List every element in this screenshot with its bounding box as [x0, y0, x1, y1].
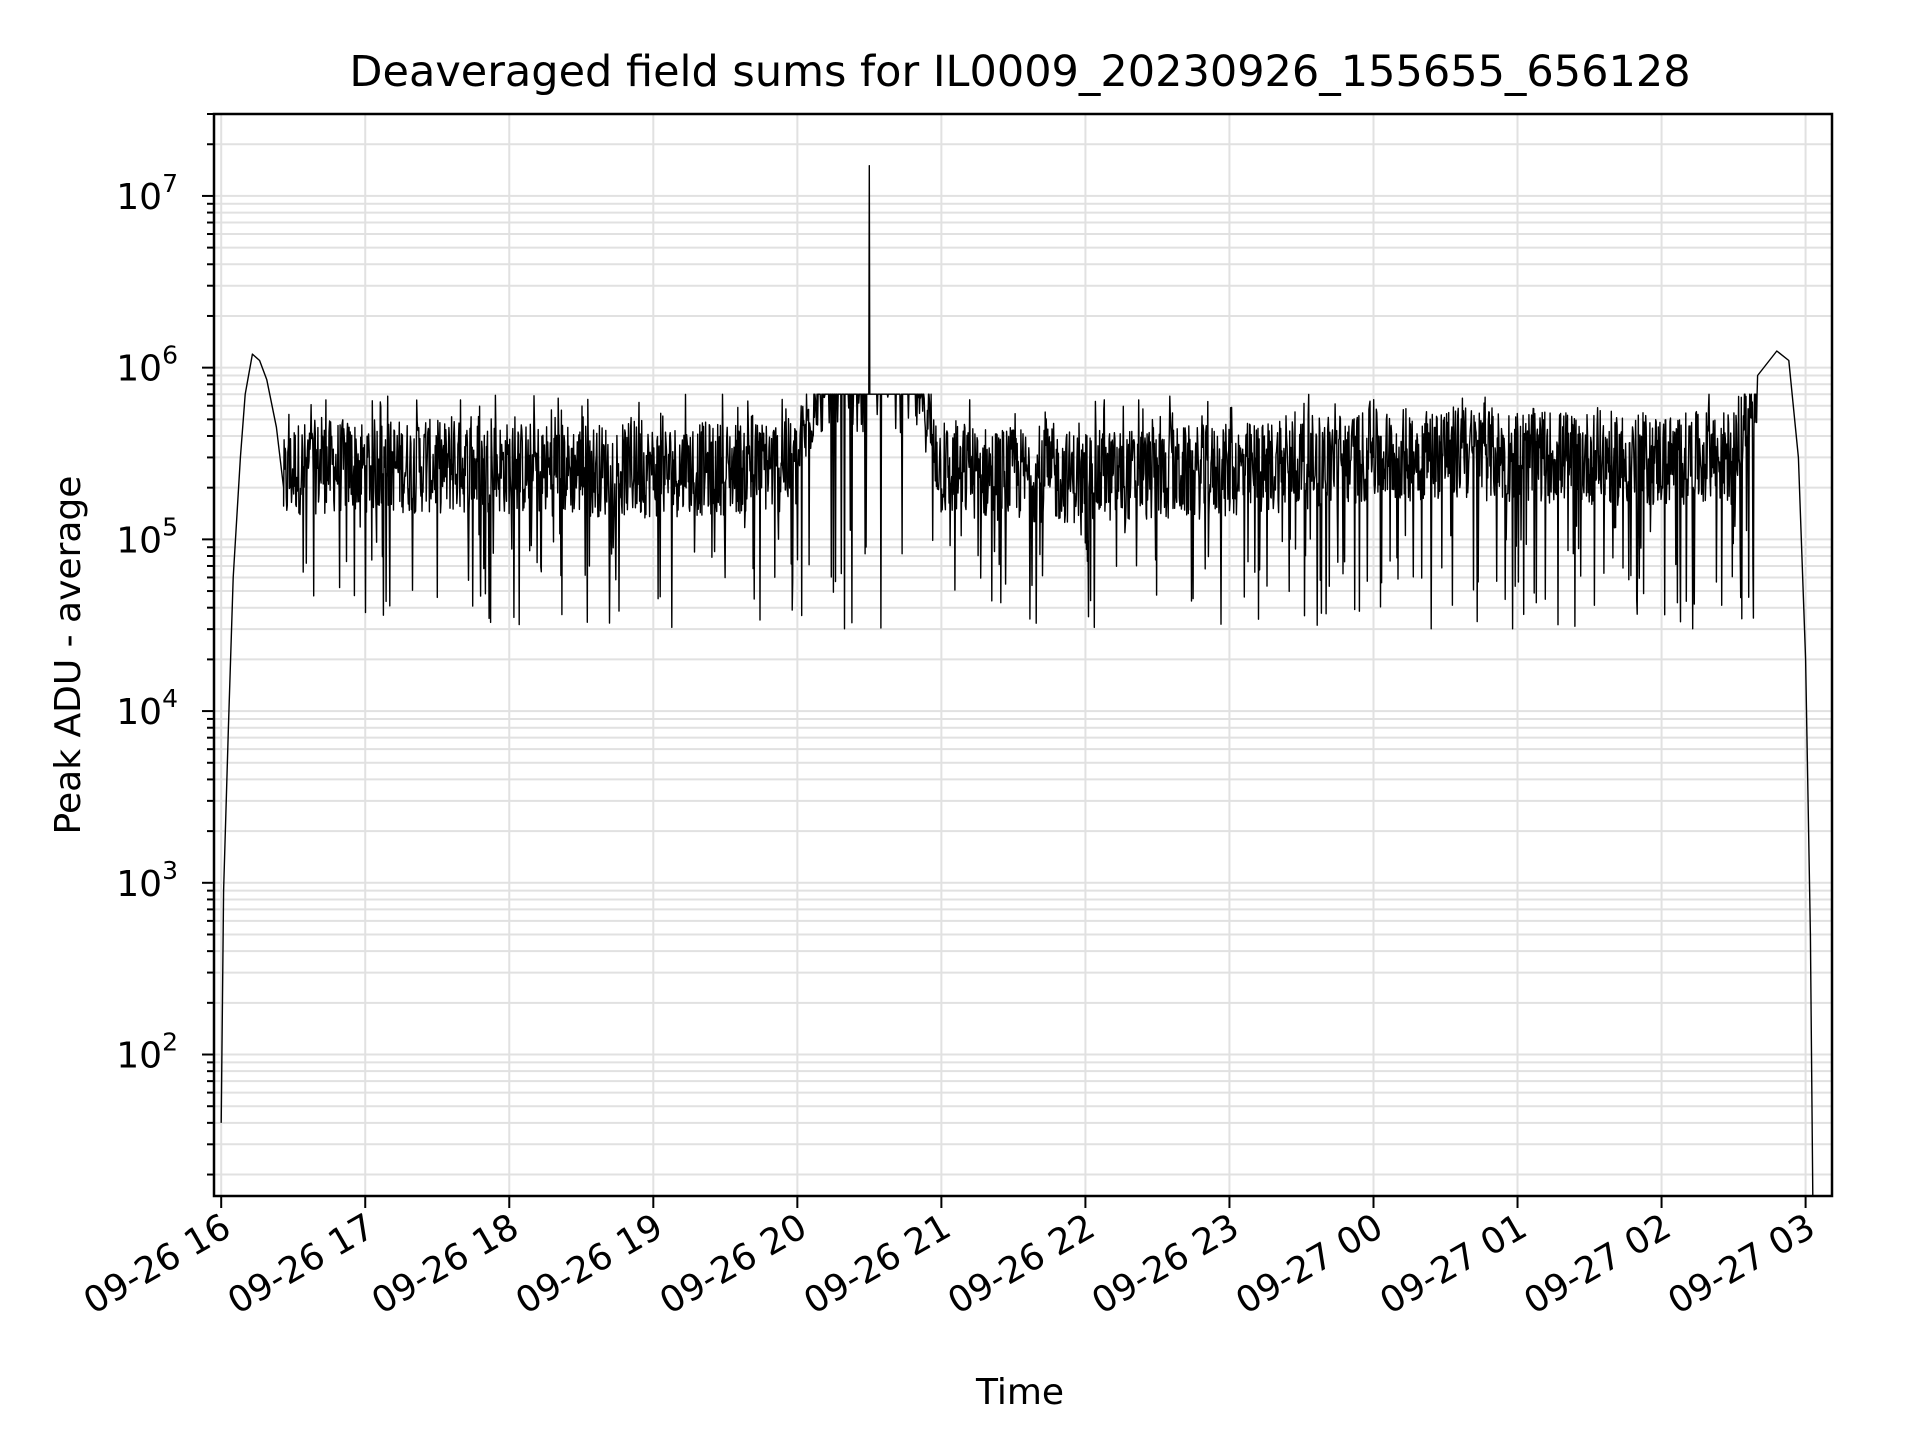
x-tick-label: 09-27 03 — [1661, 1206, 1822, 1322]
series-layer — [220, 165, 1814, 1197]
x-tick-label: 09-26 19 — [509, 1206, 670, 1322]
x-tick-label: 09-27 02 — [1517, 1206, 1678, 1322]
x-tick-label: 09-27 01 — [1373, 1206, 1534, 1322]
x-tick-label: 09-27 00 — [1229, 1206, 1390, 1322]
y-tick-label: 102 — [116, 1028, 178, 1077]
x-axis-label: Time — [975, 1372, 1064, 1413]
y-tick-label: 105 — [116, 512, 178, 561]
series-line — [220, 165, 1814, 1197]
x-tick-label: 09-26 18 — [365, 1206, 526, 1322]
x-tick-label: 09-26 20 — [653, 1206, 814, 1322]
chart-title: Deaveraged field sums for IL0009_2023092… — [349, 47, 1690, 97]
y-axis-label: Peak ADU - average — [48, 476, 89, 835]
y-tick-label: 104 — [116, 684, 178, 733]
x-tick-label: 09-26 17 — [221, 1206, 382, 1322]
y-tick-label: 103 — [116, 856, 178, 905]
x-tick-label: 09-26 23 — [1085, 1206, 1246, 1322]
plot-frame — [212, 112, 1834, 1198]
x-tick-label: 09-26 16 — [77, 1206, 238, 1322]
x-tick-label: 09-26 22 — [941, 1206, 1102, 1322]
grid-layer — [214, 113, 1832, 1196]
x-tick-label: 09-26 21 — [797, 1206, 958, 1322]
y-tick-label: 107 — [116, 169, 178, 218]
y-tick-label: 106 — [116, 341, 178, 390]
